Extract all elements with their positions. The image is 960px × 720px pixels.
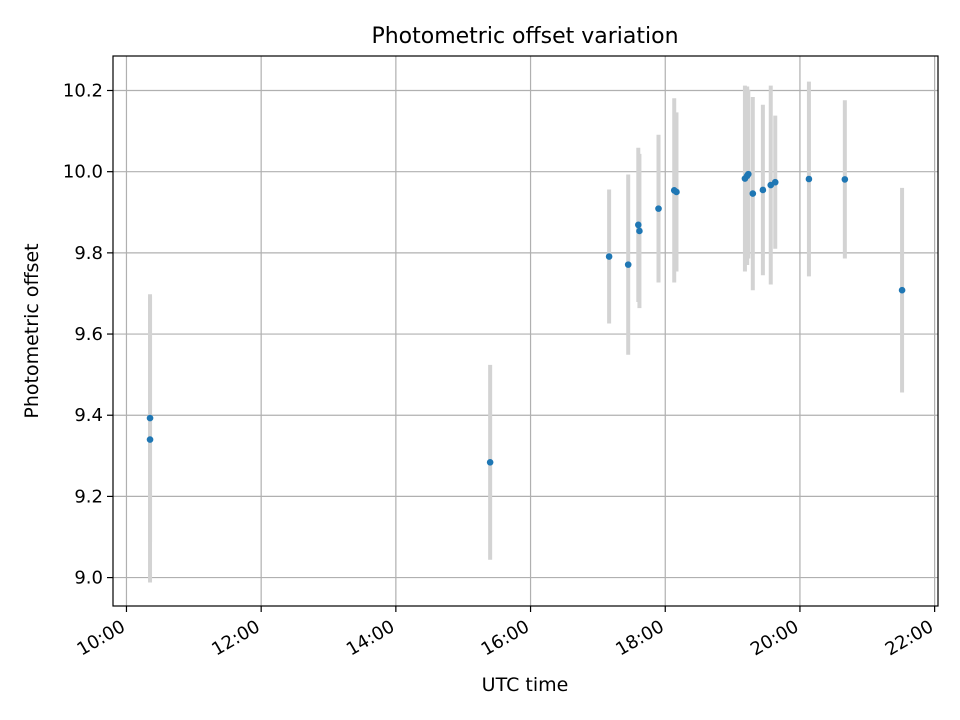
plot-frame	[112, 55, 939, 607]
data-point	[146, 436, 154, 443]
grid-lines	[113, 56, 938, 606]
data-point	[624, 261, 632, 268]
y-tick-label: 9.6	[74, 324, 103, 345]
data-point	[749, 190, 757, 197]
data-point	[146, 414, 154, 422]
data-point	[841, 176, 849, 183]
data-point	[673, 188, 680, 196]
data-point	[771, 178, 779, 186]
data-point	[805, 175, 813, 183]
data-point	[655, 205, 662, 212]
data-point	[636, 227, 643, 235]
data-point	[898, 286, 906, 294]
data-point	[486, 459, 494, 466]
data-point	[605, 253, 613, 260]
y-tick-label: 9.8	[74, 243, 103, 264]
y-tick-label: 10.0	[63, 162, 103, 183]
data-point	[759, 186, 767, 194]
data-points	[146, 170, 906, 466]
y-tick-label: 9.4	[74, 405, 103, 426]
data-point	[635, 221, 642, 229]
y-tick-label: 10.2	[63, 81, 103, 102]
y-tick-label: 9.2	[74, 486, 103, 507]
y-tick-label: 9.0	[74, 568, 103, 589]
x-axis-label: UTC time	[482, 674, 569, 696]
chart-title: Photometric offset variation	[371, 24, 678, 49]
y-axis-label: Photometric offset	[21, 243, 43, 418]
data-point	[745, 170, 752, 178]
